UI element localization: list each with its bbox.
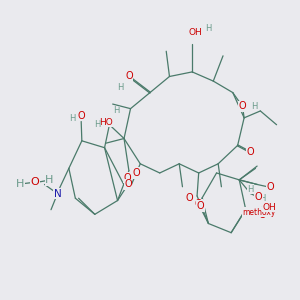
Text: OH: OH [262,203,276,212]
Text: O: O [259,210,266,220]
Text: H: H [251,102,257,111]
Text: H: H [259,194,265,203]
Text: O: O [255,192,262,202]
Text: O: O [124,179,132,190]
Text: O: O [185,193,193,203]
Text: O: O [124,172,131,183]
Text: H: H [248,184,254,194]
Text: O: O [30,177,39,187]
Text: H: H [69,114,75,123]
Text: H: H [118,83,124,92]
Text: O: O [132,168,140,178]
Text: O: O [267,182,274,192]
Text: OH: OH [189,28,202,38]
Text: O: O [196,201,204,211]
Text: methoxy: methoxy [242,208,275,217]
Text: HO: HO [99,118,113,127]
Text: O: O [195,199,202,209]
Text: H: H [45,175,54,185]
Text: O: O [239,101,246,111]
Text: H: H [113,106,119,116]
Text: H: H [16,179,24,190]
Text: O: O [125,71,133,82]
Text: H: H [94,120,101,129]
Text: N: N [54,189,61,199]
Text: O: O [247,147,254,157]
Text: H: H [205,24,212,33]
Text: O: O [77,110,85,121]
